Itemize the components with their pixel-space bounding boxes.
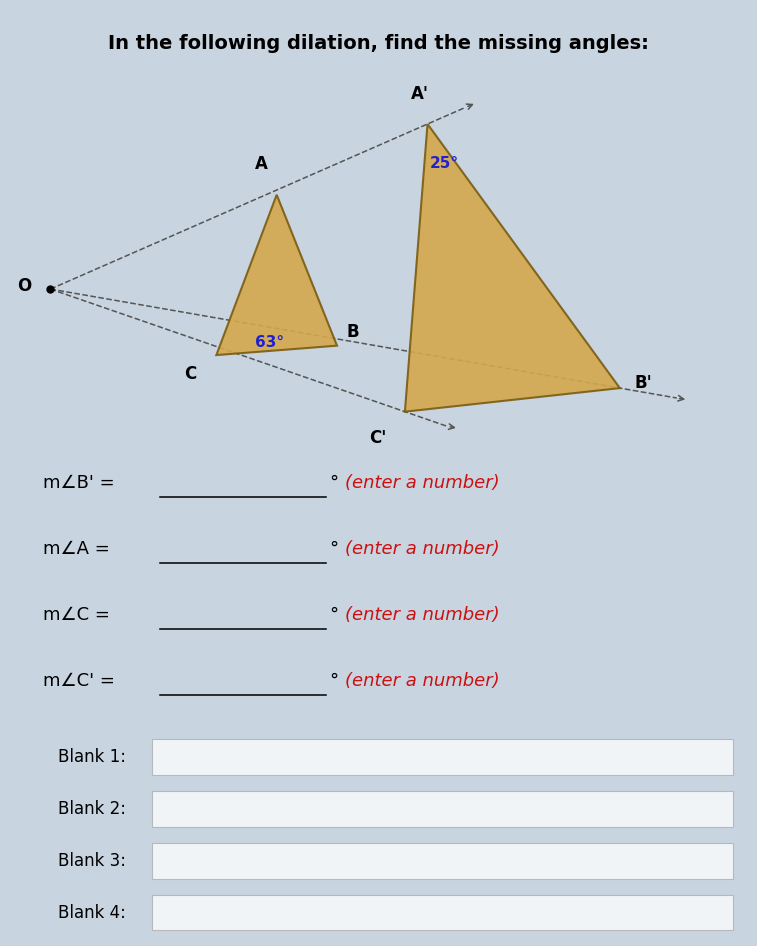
Text: C: C: [184, 364, 196, 382]
Text: 63°: 63°: [254, 335, 284, 350]
Text: (enter a number): (enter a number): [344, 606, 499, 624]
Text: °: °: [329, 474, 338, 492]
Text: C': C': [369, 429, 386, 447]
Text: B': B': [635, 375, 653, 393]
Text: Blank 4:: Blank 4:: [58, 903, 126, 921]
Text: A: A: [255, 155, 268, 173]
Text: m∠C' =: m∠C' =: [43, 672, 115, 690]
FancyBboxPatch shape: [152, 791, 733, 827]
Text: °: °: [329, 606, 338, 624]
Text: Blank 2:: Blank 2:: [58, 799, 126, 817]
Text: O: O: [17, 277, 32, 295]
Text: Blank 3:: Blank 3:: [58, 851, 126, 869]
Polygon shape: [217, 195, 337, 355]
Text: Blank 1:: Blank 1:: [58, 748, 126, 766]
Text: B: B: [347, 323, 360, 341]
Text: A': A': [411, 85, 429, 103]
FancyBboxPatch shape: [152, 843, 733, 879]
Text: 25°: 25°: [430, 156, 459, 171]
FancyBboxPatch shape: [152, 739, 733, 775]
Text: (enter a number): (enter a number): [344, 540, 499, 558]
Text: m∠A =: m∠A =: [43, 540, 110, 558]
Polygon shape: [405, 124, 620, 412]
Text: (enter a number): (enter a number): [344, 474, 499, 492]
Text: (enter a number): (enter a number): [344, 672, 499, 690]
FancyBboxPatch shape: [152, 895, 733, 931]
Text: m∠C =: m∠C =: [43, 606, 110, 624]
Text: m∠B' =: m∠B' =: [43, 474, 114, 492]
Text: In the following dilation, find the missing angles:: In the following dilation, find the miss…: [108, 34, 649, 53]
Text: °: °: [329, 672, 338, 690]
Text: °: °: [329, 540, 338, 558]
